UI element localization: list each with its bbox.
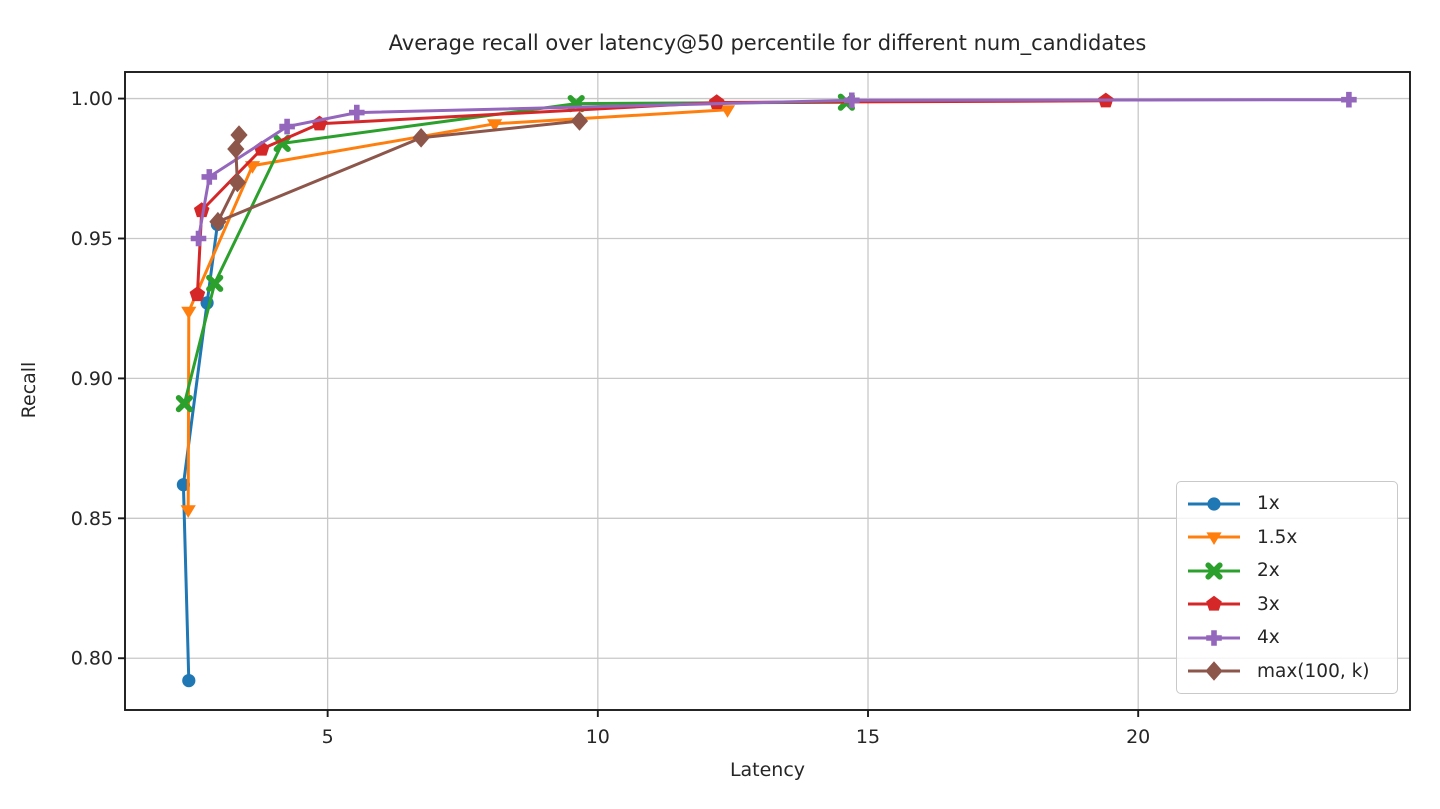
x-axis-label: Latency xyxy=(729,759,806,781)
legend-item-3x: 3x xyxy=(1177,588,1397,622)
plot-border xyxy=(124,71,1411,711)
legend-label: 1x xyxy=(1257,493,1280,515)
legend-label: 1.5x xyxy=(1257,526,1298,548)
series-1x xyxy=(176,217,224,688)
legend-marker-sample xyxy=(1188,596,1240,611)
legend-item-2x: 2x xyxy=(1177,554,1397,588)
series-1.5x xyxy=(180,105,736,518)
series-4x xyxy=(190,91,1357,247)
series-2x xyxy=(175,93,855,413)
legend-item-4x: 4x xyxy=(1177,621,1397,655)
y-axis-label: Recall xyxy=(18,361,40,419)
legend-label: 3x xyxy=(1257,593,1280,615)
svg-text:5: 5 xyxy=(322,726,334,748)
svg-text:0.85: 0.85 xyxy=(71,508,113,530)
legend-label: 2x xyxy=(1257,560,1280,582)
legend-item-max-100-k-: max(100, k) xyxy=(1177,655,1397,689)
legend-marker-sample xyxy=(1188,629,1240,646)
legend-item-1x: 1x xyxy=(1177,487,1397,521)
legend-marker-sample xyxy=(1188,532,1240,546)
legend-item-1.5x: 1.5x xyxy=(1177,521,1397,555)
tick-labels: 0.80 0.85 0.90 0.95 1.00 5 10 15 20 xyxy=(71,88,1151,748)
svg-text:1.00: 1.00 xyxy=(71,88,113,110)
legend-marker-sample xyxy=(1188,661,1240,682)
svg-text:0.95: 0.95 xyxy=(71,228,113,250)
svg-text:0.80: 0.80 xyxy=(71,648,113,670)
chart-title: Average recall over latency@50 percentil… xyxy=(388,31,1147,55)
legend: 1x 1.5x 2x 3x 4x max(100, k) xyxy=(1176,481,1398,694)
svg-text:10: 10 xyxy=(586,726,610,748)
legend-marker-sample xyxy=(1188,562,1240,580)
svg-text:0.90: 0.90 xyxy=(71,368,113,390)
legend-label: 4x xyxy=(1257,627,1280,649)
svg-text:20: 20 xyxy=(1126,726,1150,748)
legend-marker-sample xyxy=(1188,497,1240,511)
legend-label: max(100, k) xyxy=(1257,660,1370,682)
series-max-100-k- xyxy=(209,111,589,232)
svg-text:15: 15 xyxy=(856,726,880,748)
